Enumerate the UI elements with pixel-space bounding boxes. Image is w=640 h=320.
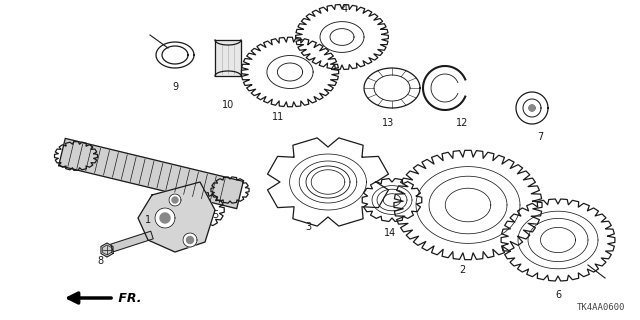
Polygon shape <box>364 68 420 108</box>
Polygon shape <box>241 37 339 107</box>
Text: 1: 1 <box>145 215 151 225</box>
Polygon shape <box>211 177 249 203</box>
Polygon shape <box>183 233 197 247</box>
Text: 6: 6 <box>555 290 561 300</box>
Text: 8: 8 <box>97 256 103 266</box>
Text: 4: 4 <box>342 4 348 14</box>
Polygon shape <box>169 194 181 206</box>
Polygon shape <box>138 182 215 252</box>
Text: 2: 2 <box>459 265 465 275</box>
Text: 12: 12 <box>456 118 468 128</box>
Text: 7: 7 <box>537 132 543 142</box>
Polygon shape <box>176 192 224 228</box>
Polygon shape <box>155 208 175 228</box>
Text: FR.: FR. <box>114 292 141 305</box>
Text: 9: 9 <box>172 82 178 92</box>
Text: 10: 10 <box>222 100 234 110</box>
Polygon shape <box>362 179 422 221</box>
Polygon shape <box>101 243 113 257</box>
Polygon shape <box>268 138 388 226</box>
Polygon shape <box>160 213 170 223</box>
Polygon shape <box>296 4 388 69</box>
Polygon shape <box>501 199 615 281</box>
Polygon shape <box>215 40 241 76</box>
Polygon shape <box>516 92 548 124</box>
Polygon shape <box>172 197 178 203</box>
Text: TK4AA0600: TK4AA0600 <box>577 303 625 312</box>
Polygon shape <box>111 231 153 252</box>
Text: 3: 3 <box>305 222 311 232</box>
Text: 14: 14 <box>384 228 396 238</box>
Polygon shape <box>394 150 542 260</box>
Polygon shape <box>54 142 97 170</box>
Text: 11: 11 <box>272 112 284 122</box>
Polygon shape <box>186 236 193 244</box>
Text: 5: 5 <box>212 210 218 220</box>
Polygon shape <box>59 138 243 209</box>
Polygon shape <box>156 42 194 68</box>
Text: 13: 13 <box>382 118 394 128</box>
Polygon shape <box>529 105 535 111</box>
